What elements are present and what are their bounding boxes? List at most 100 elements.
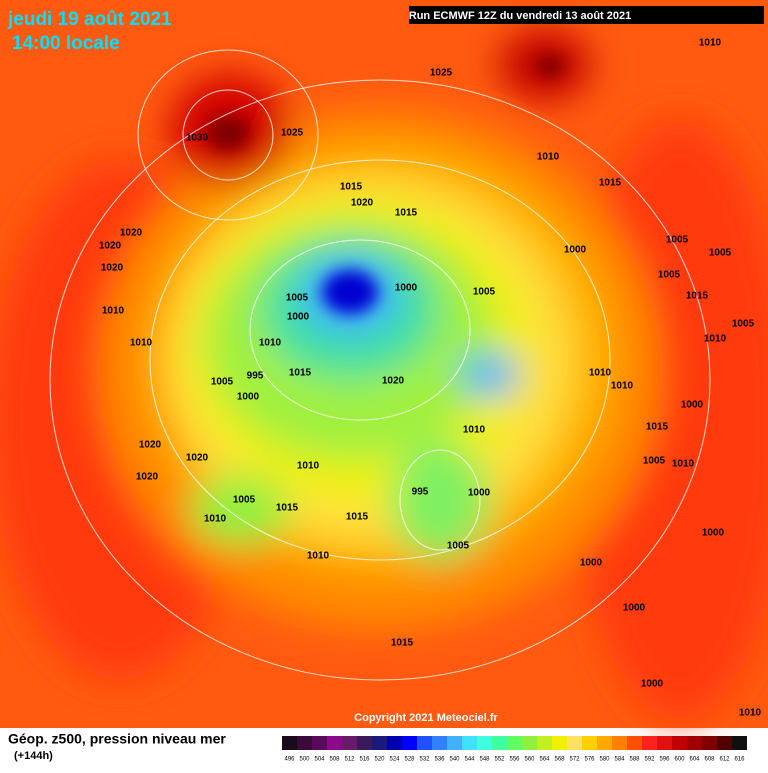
scale-label: 548: [479, 757, 490, 763]
scale-label: 552: [494, 757, 505, 763]
scale-label: 556: [509, 757, 520, 763]
scale-label: 568: [554, 757, 565, 763]
run-box: [409, 6, 764, 24]
isobar-label: 1010: [102, 306, 125, 317]
scale-swatch: [597, 736, 612, 750]
isobar-label: 1000: [237, 392, 260, 403]
isobar-label: 1005: [658, 270, 681, 281]
isobar-label: 1010: [704, 334, 727, 345]
scale-swatch: [492, 736, 507, 750]
scale-swatch: [387, 736, 402, 750]
isobar-label: 1005: [643, 456, 666, 467]
scale-swatch: [477, 736, 492, 750]
scale-label: 496: [284, 757, 295, 763]
scale-swatch: [717, 736, 732, 750]
scale-label: 580: [599, 757, 610, 763]
scale-label: 592: [644, 757, 655, 763]
scale-label: 532: [419, 757, 430, 763]
isobar-label: 1020: [120, 228, 143, 239]
isobar-label: 1005: [666, 235, 689, 246]
isobar-label: 1020: [101, 263, 124, 274]
scale-swatch: [657, 736, 672, 750]
scale-label: 540: [449, 757, 460, 763]
scale-label: 512: [344, 757, 355, 763]
isobar-label: 1005: [732, 319, 755, 330]
isobar-label: 1000: [641, 679, 664, 690]
isobar-label: 1000: [287, 312, 310, 323]
scale-swatch: [432, 736, 447, 750]
scale-swatch: [297, 736, 312, 750]
scale-swatch: [357, 736, 372, 750]
isobar-label: 1015: [686, 291, 709, 302]
isobar-label: 1010: [204, 514, 227, 525]
isobar-label: 1000: [564, 245, 587, 256]
isobar-label: 1020: [139, 440, 162, 451]
scale-label: 528: [404, 757, 415, 763]
isobar-label: 1005: [286, 293, 309, 304]
isobar-label: 1010: [589, 368, 612, 379]
scale-label: 500: [299, 757, 310, 763]
scale-label: 616: [734, 757, 745, 763]
scale-swatch: [687, 736, 702, 750]
scale-swatch: [402, 736, 417, 750]
scale-label: 608: [704, 757, 715, 763]
isobar-label: 1020: [382, 376, 405, 387]
isobar-label: 1000: [702, 528, 725, 539]
footer-lead: (+144h): [14, 750, 53, 762]
scale-swatch: [612, 736, 627, 750]
scale-swatch: [447, 736, 462, 750]
scale-label: 600: [674, 757, 685, 763]
scale-label: 544: [464, 757, 475, 763]
scale-swatch: [642, 736, 657, 750]
isobar-label: 1020: [136, 472, 159, 483]
isobar-label: 1010: [307, 551, 330, 562]
scale-label: 576: [584, 757, 595, 763]
isobar-label: 995: [412, 487, 429, 498]
isobar-label: 1010: [672, 459, 695, 470]
isobar-label: 1015: [395, 208, 418, 219]
isobar-label: 1025: [430, 68, 453, 79]
isobar-label: 1005: [709, 248, 732, 259]
isobar-label: 1000: [580, 558, 603, 569]
isobar-label: 1005: [447, 541, 470, 552]
isobar-label: 1005: [233, 495, 256, 506]
scale-label: 560: [524, 757, 535, 763]
height-field: [0, 30, 768, 720]
scale-label: 604: [689, 757, 700, 763]
forecast-time: 14:00 locale: [12, 33, 120, 54]
scale-swatch: [537, 736, 552, 750]
scale-swatch: [312, 736, 327, 750]
isobar-label: 1015: [391, 638, 414, 649]
scale-label: 588: [629, 757, 640, 763]
isobar-label: 1010: [537, 152, 560, 163]
scale-swatch: [672, 736, 687, 750]
isobar-label: 1005: [473, 287, 496, 298]
isobar-label: 1020: [99, 241, 122, 252]
isobar-label: 1015: [346, 512, 369, 523]
scale-swatch: [372, 736, 387, 750]
isobar-label: 1010: [699, 38, 722, 49]
isobar-label: 1015: [289, 368, 312, 379]
isobars: [49, 49, 711, 681]
scale-label: 564: [539, 757, 550, 763]
scale-label: 508: [329, 757, 340, 763]
isobar-label: 1000: [395, 283, 418, 294]
isobar-label: 1010: [259, 338, 282, 349]
scale-swatch: [282, 736, 297, 750]
copyright: Copyright 2021 Meteociel.fr: [354, 712, 498, 724]
scale-swatch: [567, 736, 582, 750]
isobar-label: 1000: [681, 400, 704, 411]
scale-label: 612: [719, 757, 730, 763]
forecast-date: jeudi 19 août 2021: [7, 9, 172, 30]
isobar-label: 1010: [130, 338, 153, 349]
scale-swatch: [462, 736, 477, 750]
isobar-label: 1015: [276, 503, 299, 514]
isobar-label: 1020: [351, 198, 374, 209]
isobar-label: 1005: [211, 377, 234, 388]
scale-label: 520: [374, 757, 385, 763]
footer-title: Géop. z500, pression niveau mer: [8, 731, 226, 747]
scale-swatch: [342, 736, 357, 750]
isobar-label: 1000: [468, 488, 491, 499]
scale-swatch: [417, 736, 432, 750]
